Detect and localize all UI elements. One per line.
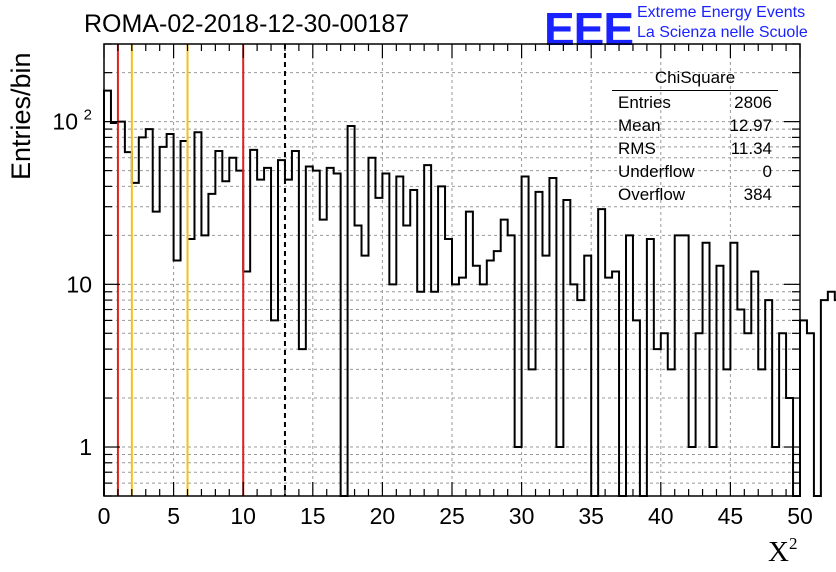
x-tick-label: 25 [439,503,465,529]
stats-title: ChiSquare [612,68,778,91]
x-axis-label: X2 [768,534,798,569]
stats-row-rms: RMS 11.34 [612,137,778,160]
y-tick-label-exponent: 2 [84,107,92,124]
x-tick-label: 30 [509,503,535,529]
brand-line-1: Extreme Energy Events [637,4,806,21]
stats-label: RMS [618,139,656,158]
x-axis-label-text: X [768,536,789,568]
x-tick-label: 40 [648,503,674,529]
x-axis-label-sup: 2 [788,534,798,553]
brand-line-2: La Scienza nelle Scuole [637,24,808,41]
x-tick-label: 0 [98,503,111,529]
stats-row-underflow: Underflow 0 [612,160,778,183]
stats-value: 11.34 [730,139,772,158]
chart-title: ROMA-02-2018-12-30-00187 [84,10,410,38]
x-tick-label: 15 [300,503,326,529]
stats-row-entries: Entries 2806 [612,91,778,114]
x-tick-label: 20 [370,503,396,529]
histogram-series [103,89,836,497]
y-tick-label: 1 [79,434,92,460]
y-tick-label: 10 [52,109,78,135]
stats-row-mean: Mean 12.97 [612,114,778,137]
stats-label: Entries [618,93,671,112]
stats-value: 2806 [734,93,772,112]
x-tick-label: 5 [167,503,180,529]
stats-row-overflow: Overflow 384 [612,183,778,206]
stats-label: Underflow [618,162,695,181]
stats-box: ChiSquare Entries 2806 Mean 12.97 RMS 11.34… [612,68,778,206]
y-tick-label: 10 [66,271,92,297]
x-tick-label: 45 [718,503,744,529]
stats-value: 0 [762,162,772,181]
x-tick-label: 10 [230,503,256,529]
stats-value: 384 [743,185,772,204]
x-tick-label: 35 [578,503,604,529]
x-tick-label: 50 [787,503,813,529]
y-axis-label: Entries/bin [6,52,36,180]
stats-label: Mean [618,116,661,135]
stats-label: Overflow [618,185,686,204]
stats-value: 12.97 [729,116,772,135]
